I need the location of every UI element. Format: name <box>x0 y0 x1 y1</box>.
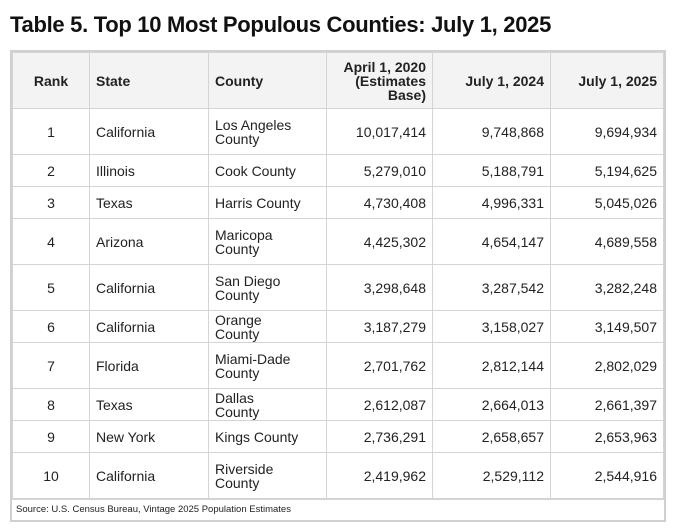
table-cell: 3,149,507 <box>550 310 664 343</box>
table-cell: 5,188,791 <box>432 154 551 187</box>
header-cell: Rank <box>12 52 90 109</box>
table-row: 10 California Riverside County 2,419,962 2,5… <box>12 452 664 499</box>
header-cell: July 1, 2025 <box>550 52 664 109</box>
table-row: 7 Florida Miami-Dade County 2,701,762 2,812,… <box>12 342 664 389</box>
table-cell: 2,701,762 <box>326 342 433 389</box>
header-row: Rank State County April 1, 2020 (Estimates … <box>12 52 664 109</box>
table-cell: 5,045,026 <box>550 186 664 219</box>
table-row: 5 California San Diego County 3,298,648 3,28… <box>12 264 664 311</box>
table-cell: 8 <box>12 388 90 421</box>
table-cell: 7 <box>12 342 90 389</box>
table-cell: Arizona <box>89 218 209 265</box>
header-cell: State <box>89 52 209 109</box>
table-cell: Riverside County <box>208 452 327 499</box>
table-cell: 3,282,248 <box>550 264 664 311</box>
table-title: Table 5. Top 10 Most Populous Counties: … <box>10 12 552 37</box>
header-cell: July 1, 2024 <box>432 52 551 109</box>
table-row: 6 California Orange County 3,187,279 3,158,0… <box>12 310 664 343</box>
table-row: 3 Texas Harris County 4,730,408 4,996,331 5,0… <box>12 186 664 219</box>
table-body: 1 California Los Angeles County 10,017,414 9… <box>12 108 664 499</box>
table-cell: 4 <box>12 218 90 265</box>
table-cell: 2,544,916 <box>550 452 664 499</box>
table-cell: 2,802,029 <box>550 342 664 389</box>
table-cell: Illinois <box>89 154 209 187</box>
table-cell: 3,158,027 <box>432 310 551 343</box>
table-cell: 4,996,331 <box>432 186 551 219</box>
table-cell: 9,694,934 <box>550 108 664 155</box>
table-cell: 9,748,868 <box>432 108 551 155</box>
table-cell: 4,689,558 <box>550 218 664 265</box>
table-cell: San Diego County <box>208 264 327 311</box>
table-cell: Cook County <box>208 154 327 187</box>
table-cell: 2,529,112 <box>432 452 551 499</box>
table-row: 2 Illinois Cook County 5,279,010 5,188,791 5,… <box>12 154 664 187</box>
table-cell: 2,419,962 <box>326 452 433 499</box>
table-cell: 5 <box>12 264 90 311</box>
table-row: 1 California Los Angeles County 10,017,414 9… <box>12 108 664 155</box>
header-cell: April 1, 2020 (Estimates Base) <box>326 52 433 109</box>
table-cell: 2,661,397 <box>550 388 664 421</box>
table-cell: 3,187,279 <box>326 310 433 343</box>
table-cell: Harris County <box>208 186 327 219</box>
table-cell: 9 <box>12 420 90 453</box>
table-cell: 2,653,963 <box>550 420 664 453</box>
table-cell: 2,664,013 <box>432 388 551 421</box>
data-table: Rank State County April 1, 2020 (Estimates … <box>12 52 664 499</box>
source-note: Source: U.S. Census Bureau, Vintage 2025… <box>12 499 664 520</box>
table-row: 8 Texas Dallas County 2,612,087 2,664,013 2,6… <box>12 388 664 421</box>
table-cell: 3,287,542 <box>432 264 551 311</box>
table-cell: 4,425,302 <box>326 218 433 265</box>
table-cell: Los Angeles County <box>208 108 327 155</box>
table-cell: 5,194,625 <box>550 154 664 187</box>
table-cell: 4,730,408 <box>326 186 433 219</box>
table-cell: 10,017,414 <box>326 108 433 155</box>
table-cell: California <box>89 108 209 155</box>
table-cell: Kings County <box>208 420 327 453</box>
table-cell: 1 <box>12 108 90 155</box>
table-cell: 2,612,087 <box>326 388 433 421</box>
table-row: 4 Arizona Maricopa County 4,425,302 4,654,14… <box>12 218 664 265</box>
table-cell: 6 <box>12 310 90 343</box>
table-cell: New York <box>89 420 209 453</box>
table-cell: Maricopa County <box>208 218 327 265</box>
table-cell: California <box>89 310 209 343</box>
table-cell: California <box>89 264 209 311</box>
table-row: 9 New York Kings County 2,736,291 2,658,657 2… <box>12 420 664 453</box>
table-cell: 2,658,657 <box>432 420 551 453</box>
table-cell: California <box>89 452 209 499</box>
header-cell: County <box>208 52 327 109</box>
table-cell: 2,736,291 <box>326 420 433 453</box>
table-cell: Texas <box>89 186 209 219</box>
table-cell: 10 <box>12 452 90 499</box>
table-container: Rank State County April 1, 2020 (Estimates … <box>10 50 666 522</box>
table-cell: 5,279,010 <box>326 154 433 187</box>
table-cell: 2 <box>12 154 90 187</box>
table-cell: Miami-Dade County <box>208 342 327 389</box>
table-cell: Dallas County <box>208 388 327 421</box>
table-cell: 2,812,144 <box>432 342 551 389</box>
table-cell: Texas <box>89 388 209 421</box>
table-cell: Orange County <box>208 310 327 343</box>
table-cell: Florida <box>89 342 209 389</box>
table-cell: 3,298,648 <box>326 264 433 311</box>
table-cell: 4,654,147 <box>432 218 551 265</box>
table-cell: 3 <box>12 186 90 219</box>
